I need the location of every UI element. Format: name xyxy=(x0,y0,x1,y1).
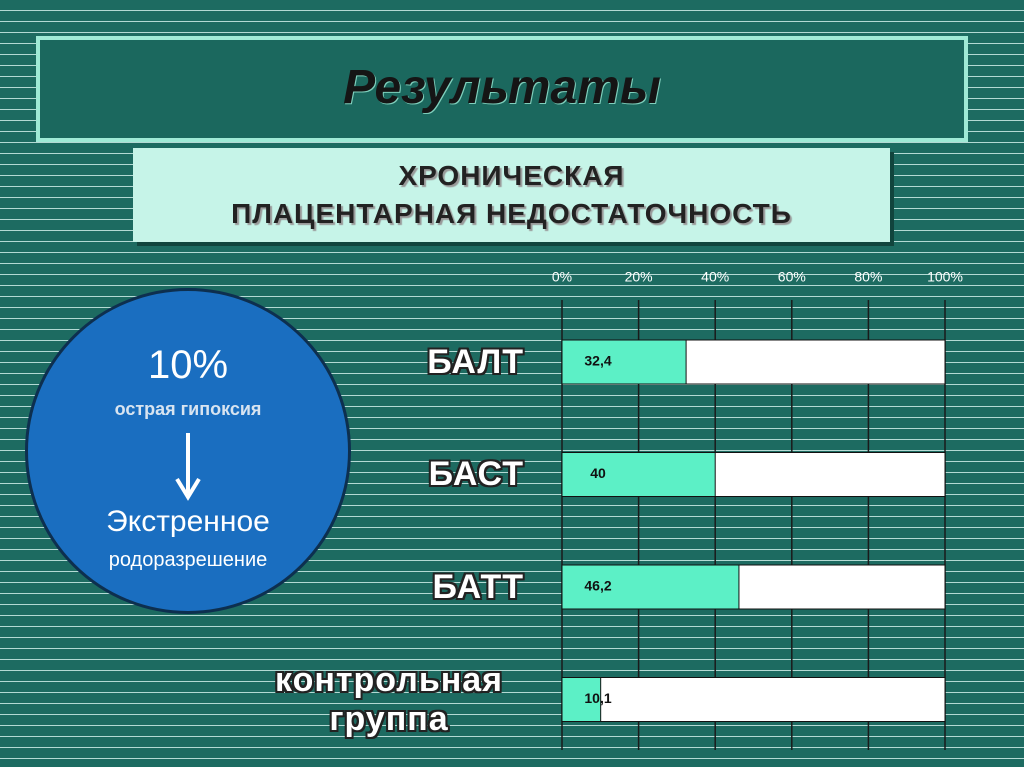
bar xyxy=(561,564,740,610)
title-box: Результаты xyxy=(36,36,968,142)
bar-track xyxy=(561,677,946,722)
x-tick-label: 20% xyxy=(625,269,653,285)
category-label: контрольная группа xyxy=(275,660,503,738)
value-label: 46,2 xyxy=(584,578,611,594)
circle-label: острая гипоксия xyxy=(114,399,262,419)
x-tick-label: 80% xyxy=(854,269,882,285)
bar xyxy=(561,339,687,385)
category-label-box: контрольная группа xyxy=(240,640,524,760)
circle-percent: 10% xyxy=(147,343,229,387)
value-label: 32,4 xyxy=(584,353,611,369)
slide-title: Результаты xyxy=(343,61,661,114)
x-tick-label: 40% xyxy=(701,269,729,285)
circle-action: Экстренное xyxy=(106,505,270,538)
category-label-box: БАЛТ xyxy=(240,302,524,422)
arrow xyxy=(175,433,201,501)
x-tick-label: 60% xyxy=(778,269,806,285)
bar xyxy=(561,677,602,722)
category-label: БАСТ xyxy=(428,455,524,493)
subtitle-box: ХРОНИЧЕСКАЯ ПЛАЦЕНТАРНАЯ НЕДОСТАТОЧНОСТЬ xyxy=(133,148,890,242)
value-label: 40 xyxy=(590,465,606,481)
info-circle: 10% острая гипоксия Экстренное родоразре… xyxy=(25,288,351,614)
x-tick-label: 0% xyxy=(552,269,572,285)
category-label-box: БАТТ xyxy=(240,527,524,647)
x-tick-label: 100% xyxy=(927,269,963,285)
category-label: БАТТ xyxy=(432,567,524,606)
subtitle-line: ХРОНИЧЕСКАЯ xyxy=(398,160,625,191)
subtitle-line: ПЛАЦЕНТАРНАЯ НЕДОСТАТОЧНОСТЬ xyxy=(231,198,792,229)
value-label: 10,1 xyxy=(584,690,611,706)
circle-action: родоразрешение xyxy=(108,549,268,571)
category-label-box: БАСТ xyxy=(240,415,524,535)
bar xyxy=(561,452,716,497)
category-label: БАЛТ xyxy=(427,342,524,381)
